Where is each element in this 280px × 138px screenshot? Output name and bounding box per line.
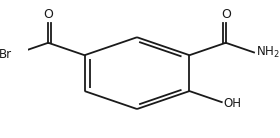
- Text: O: O: [221, 8, 231, 21]
- Text: OH: OH: [223, 97, 241, 110]
- Text: NH$_2$: NH$_2$: [256, 45, 280, 60]
- Text: O: O: [43, 8, 53, 21]
- Text: Br: Br: [0, 48, 12, 61]
